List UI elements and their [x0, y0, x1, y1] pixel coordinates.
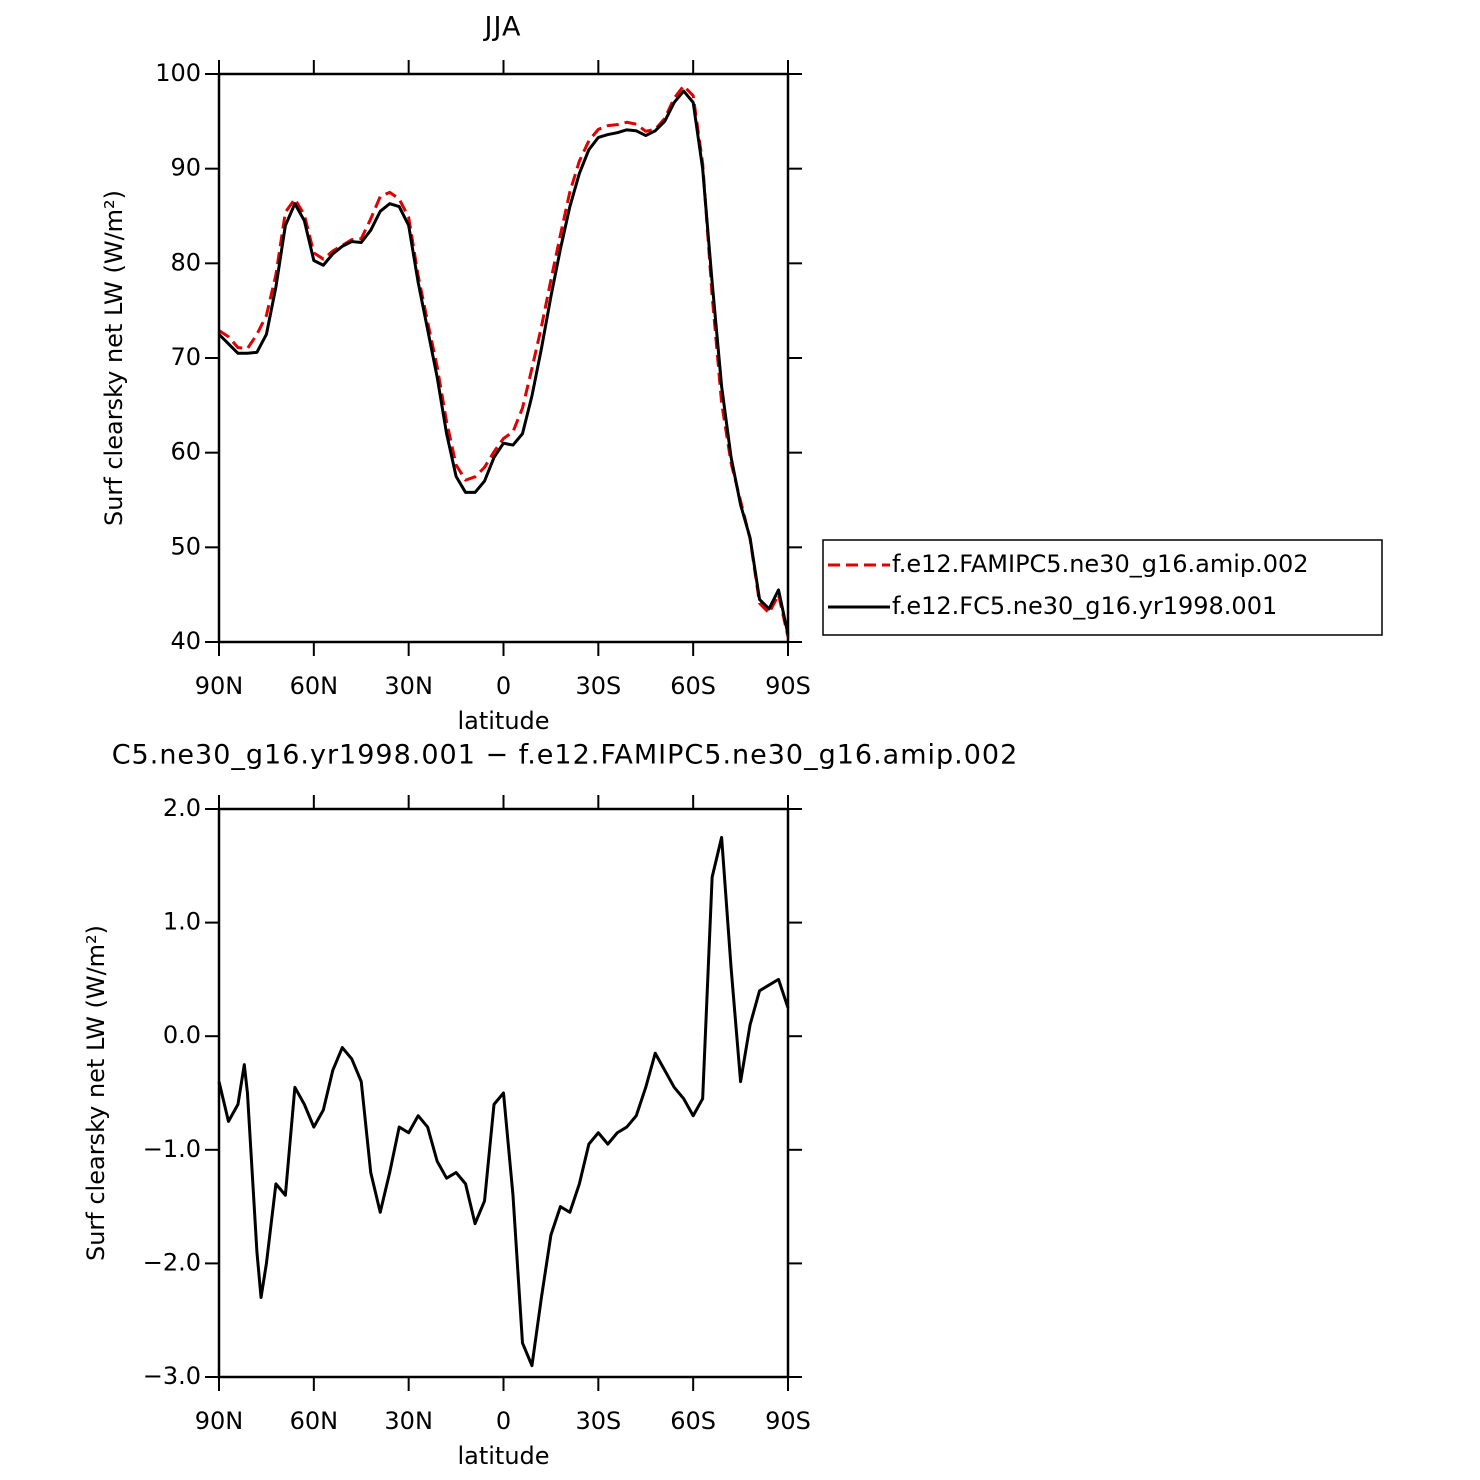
y-tick-label: 90 [170, 154, 201, 182]
y-tick-label: −2.0 [143, 1248, 201, 1276]
x-tick-label: 30S [575, 672, 621, 700]
x-tick-label: 60N [290, 672, 339, 700]
series-line [217, 835, 790, 1368]
plot-frame [217, 72, 790, 644]
x-tick-label: 30N [384, 1407, 433, 1435]
y-tick-label: 70 [170, 343, 201, 371]
x-tick-label: 90N [195, 672, 244, 700]
y-tick-label: −3.0 [143, 1362, 201, 1390]
y-tick-label: 50 [170, 532, 201, 560]
y-tick-label: 100 [155, 59, 201, 87]
x-axis-label: latitude [457, 1442, 549, 1470]
plot-frame [217, 807, 790, 1379]
x-tick-label: 0 [496, 672, 511, 700]
series-line [217, 89, 790, 635]
x-tick-label: 30S [575, 1407, 621, 1435]
x-tick-label: 30N [384, 672, 433, 700]
x-tick-label: 60S [670, 1407, 716, 1435]
x-tick-label: 90N [195, 1407, 244, 1435]
x-tick-label: 90S [765, 1407, 811, 1435]
x-tick-label: 60S [670, 672, 716, 700]
series-line [218, 84, 790, 638]
x-tick-label: 0 [496, 1407, 511, 1435]
y-axis-label: Surf clearsky net LW (W/m²) [82, 925, 110, 1261]
x-tick-label: 60N [290, 1407, 339, 1435]
y-tick-label: 60 [170, 438, 201, 466]
chart-title: C5.ne30_g16.yr1998.001 − f.e12.FAMIPC5.n… [112, 740, 1019, 771]
legend-label: f.e12.FAMIPC5.ne30_g16.amip.002 [892, 550, 1309, 578]
x-axis-label: latitude [457, 707, 549, 735]
y-tick-label: 2.0 [163, 794, 201, 822]
chart-title: JJA [483, 12, 522, 43]
legend-box [822, 539, 1383, 636]
y-tick-label: 1.0 [163, 908, 201, 936]
x-tick-label: 90S [765, 672, 811, 700]
y-tick-label: −1.0 [143, 1135, 201, 1163]
y-tick-label: 0.0 [163, 1021, 201, 1049]
y-tick-label: 40 [170, 627, 201, 655]
legend-label: f.e12.FC5.ne30_g16.yr1998.001 [892, 592, 1277, 620]
y-tick-label: 80 [170, 248, 201, 276]
y-axis-label: Surf clearsky net LW (W/m²) [100, 190, 128, 526]
